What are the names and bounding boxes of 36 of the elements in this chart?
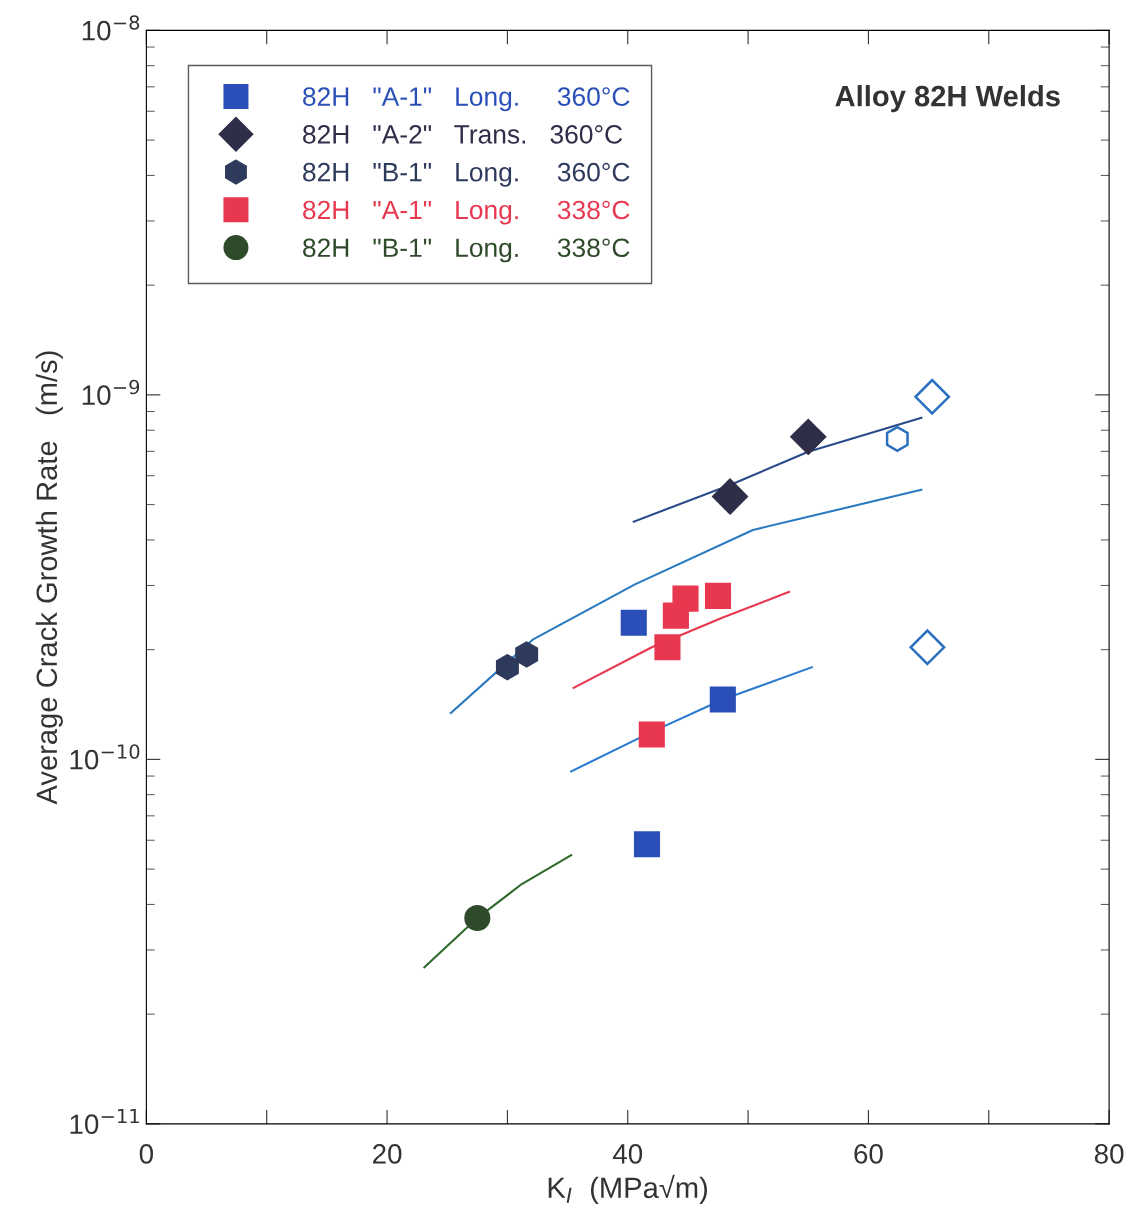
line-series bbox=[570, 666, 813, 773]
point bbox=[638, 721, 665, 748]
point bbox=[620, 609, 647, 636]
legend-label: 82H "B-1" Long. 360°C bbox=[303, 162, 630, 187]
legend-label: 82H "B-1" Long. 338°C bbox=[303, 238, 630, 263]
point bbox=[633, 831, 661, 858]
point bbox=[914, 378, 951, 415]
legend-label: 82H "A-1" Long. 338°C bbox=[303, 200, 630, 225]
y-tick-label: 10$^{−10}$ bbox=[70, 744, 140, 770]
x-axis-title: K$_{I}$ (MPa√m) bbox=[548, 1174, 708, 1204]
point bbox=[662, 602, 689, 629]
x-tick-label: 0 bbox=[139, 1144, 154, 1164]
legend-label: 82H "A-1" Long. 360°C bbox=[303, 87, 630, 112]
point bbox=[515, 641, 539, 668]
point bbox=[654, 634, 681, 661]
y-tick-label: 10$^{−11}$ bbox=[70, 1108, 139, 1135]
point bbox=[709, 686, 736, 713]
y-tick-label: 10$^{−8}$ bbox=[82, 15, 140, 41]
y-tick-label: 10$^{−9}$ bbox=[82, 379, 140, 405]
point bbox=[909, 629, 946, 666]
x-tick-label: 40 bbox=[612, 1144, 643, 1164]
point bbox=[790, 418, 827, 455]
x-tick-label: 20 bbox=[373, 1144, 402, 1164]
y-axis-title: Average Crack Growth Rate (m/s) bbox=[35, 351, 63, 805]
legend-label: 82H "A-2" Trans. 360°C bbox=[303, 125, 623, 144]
line-series bbox=[423, 854, 573, 969]
text: Alloy 82H Welds bbox=[835, 85, 1060, 113]
x-tick-label: 60 bbox=[854, 1144, 883, 1164]
point bbox=[495, 654, 519, 681]
point bbox=[464, 905, 491, 932]
point bbox=[704, 582, 732, 609]
line-series bbox=[449, 488, 923, 715]
line-series bbox=[572, 590, 791, 690]
point bbox=[712, 478, 748, 515]
x-tick-label: 80 bbox=[1094, 1144, 1124, 1164]
point bbox=[885, 425, 909, 452]
